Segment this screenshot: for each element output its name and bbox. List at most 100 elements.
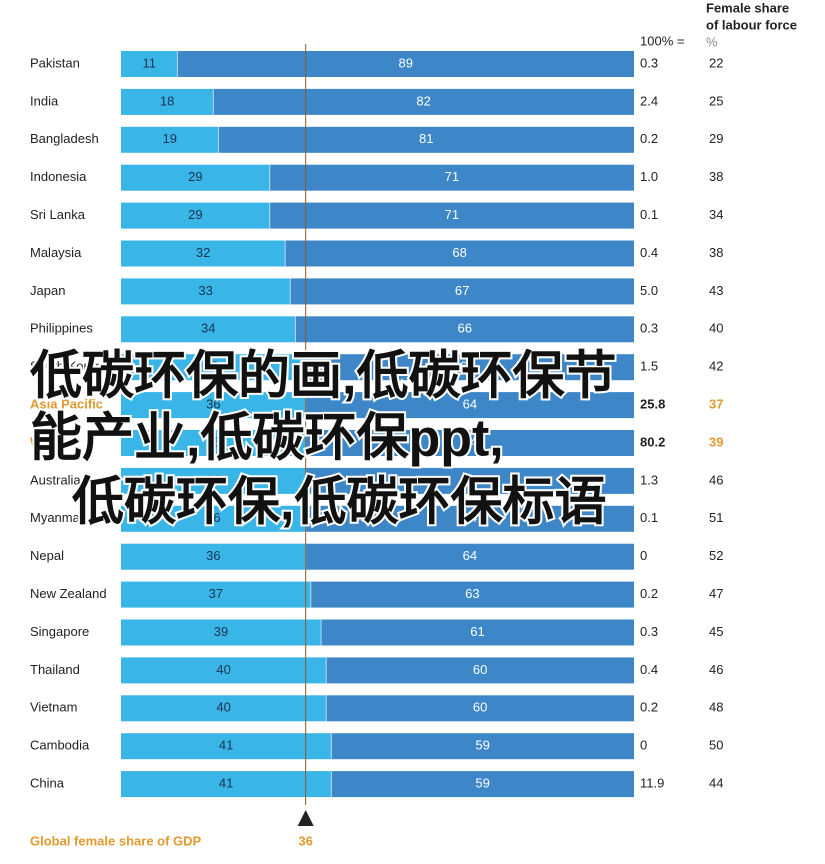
bar-segment	[121, 354, 301, 381]
value-label: 68	[452, 245, 466, 260]
bar-segment	[305, 392, 634, 419]
labour-label: 48	[709, 700, 723, 715]
total-label: 0.2	[640, 586, 658, 601]
category-label: Thailand	[30, 662, 80, 677]
bar-segment	[218, 126, 634, 153]
labour-label: 38	[709, 245, 723, 260]
labour-label: 51	[709, 510, 723, 525]
total-label: 1.5	[640, 359, 658, 374]
bar-segment	[121, 392, 306, 419]
value-label: 81	[419, 131, 433, 146]
bar-segment	[121, 771, 332, 798]
value-label: 64	[463, 434, 477, 449]
total-label: 0.4	[640, 245, 658, 260]
bar-segment	[121, 505, 306, 532]
labour-label: 52	[709, 548, 723, 563]
value-label: 40	[216, 700, 230, 715]
category-label: Vietnam	[30, 700, 77, 715]
category-label: New Zealand	[30, 586, 107, 601]
bar-segment	[305, 467, 634, 494]
value-label: 39	[214, 624, 228, 639]
value-label: 64	[463, 397, 477, 412]
value-label: 35	[204, 359, 218, 374]
bar-segment	[290, 278, 634, 305]
bar-segment	[305, 505, 634, 532]
bar-segment	[121, 126, 219, 153]
value-label: 41	[219, 776, 233, 791]
category-label: Japan	[30, 283, 65, 298]
category-label: Sri Lanka	[30, 207, 86, 222]
value-label: 36	[206, 397, 220, 412]
total-label: 0.3	[640, 55, 658, 70]
value-label: 64	[463, 548, 477, 563]
totals-header: 100% =	[640, 33, 684, 48]
value-label: 89	[398, 55, 412, 70]
bar-segment	[121, 695, 327, 722]
labour-label: 34	[709, 207, 723, 222]
category-label: China	[30, 776, 65, 791]
bar-segment	[121, 657, 327, 684]
labour-header: Female share	[706, 0, 789, 15]
reference-value: 36	[298, 833, 312, 848]
category-label: South Korea	[30, 359, 103, 374]
category-label: Malaysia	[30, 245, 82, 260]
category-label: Bangladesh	[30, 131, 99, 146]
labour-label: 39	[709, 434, 723, 449]
category-label: Indonesia	[30, 169, 87, 184]
total-label: 0.2	[640, 700, 658, 715]
bar-segment	[300, 354, 634, 381]
value-label: 63	[465, 586, 479, 601]
value-label: 29	[188, 169, 202, 184]
total-label: 25.8	[640, 397, 665, 412]
category-label: Australia	[30, 472, 81, 487]
bar-segment	[326, 695, 634, 722]
value-label: 65	[460, 359, 474, 374]
bar-segment	[121, 467, 306, 494]
value-label: 11	[142, 55, 156, 70]
bar-segment	[295, 316, 634, 343]
value-label: 66	[457, 321, 471, 336]
category-label: Myanmar	[30, 510, 85, 525]
bar-segment	[331, 771, 634, 798]
labour-label: 42	[709, 359, 723, 374]
total-label: 0	[640, 738, 647, 753]
value-label: 59	[475, 776, 489, 791]
bar-segment	[121, 240, 286, 267]
reference-label: Global female share of GDP	[30, 833, 202, 848]
bar-segment	[121, 430, 306, 456]
reference-marker	[297, 810, 314, 826]
category-label: Cambodia	[30, 738, 90, 753]
labour-label: 22	[709, 55, 723, 70]
bar-segment	[269, 164, 634, 191]
labour-label: 46	[709, 662, 723, 677]
value-label: 71	[445, 169, 459, 184]
value-label: 19	[163, 131, 177, 146]
bar-segment	[285, 240, 634, 267]
value-label: 64	[463, 472, 477, 487]
labour-label: 44	[709, 776, 723, 791]
labour-label: 25	[709, 93, 723, 108]
total-label: 0.2	[640, 131, 658, 146]
labour-unit: %	[706, 34, 718, 49]
total-label: 80.2	[640, 434, 665, 449]
bar-segment	[213, 88, 634, 115]
value-label: 36	[206, 510, 220, 525]
value-label: 41	[219, 738, 233, 753]
bar-segment	[310, 581, 634, 608]
value-label: 61	[470, 624, 484, 639]
category-label: India	[30, 93, 59, 108]
labour-label: 45	[709, 624, 723, 639]
total-label: 0.3	[640, 624, 658, 639]
watermark: 低碳环保的画,低碳环保节	[30, 348, 616, 406]
category-label: Asia Pacific	[30, 397, 103, 412]
total-label: 0.1	[640, 207, 658, 222]
value-label: 36	[206, 434, 220, 449]
total-label: 5.0	[640, 283, 658, 298]
value-label: 34	[201, 321, 215, 336]
bar-segment	[121, 88, 214, 115]
bar-segment	[326, 657, 634, 684]
watermark: 低碳环保,低碳环保标语	[72, 474, 606, 532]
bar-segment	[305, 430, 634, 456]
bar-segment	[121, 619, 322, 646]
